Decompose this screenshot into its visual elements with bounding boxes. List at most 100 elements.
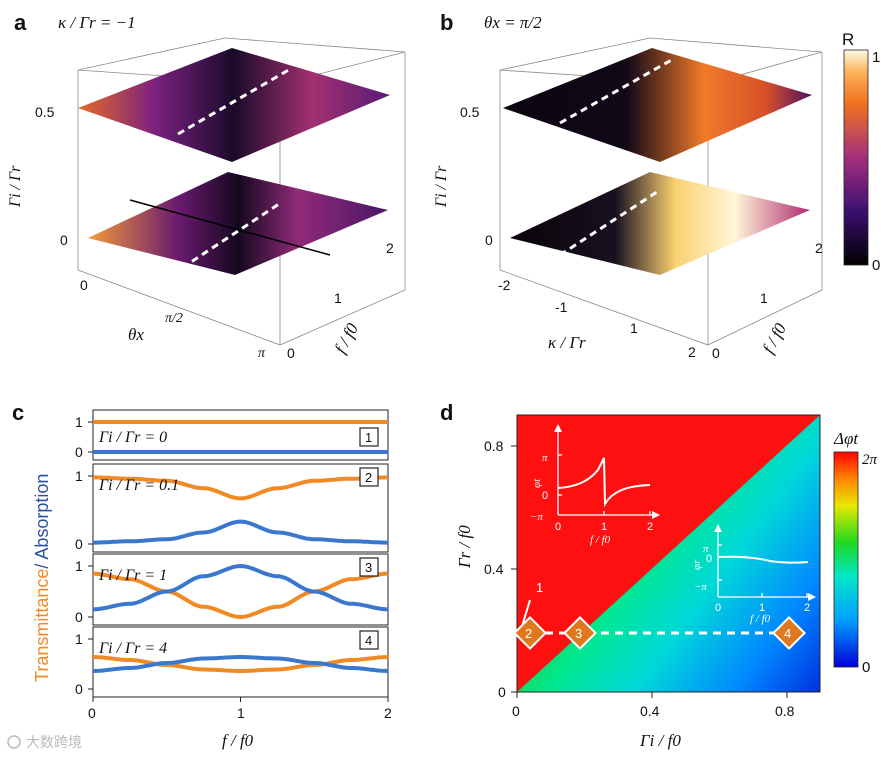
panel-a-title: κ / Γr = −1 — [58, 13, 136, 32]
panel-d-xlabel: Γi / f0 — [639, 731, 681, 750]
panel-b-ytick: 1 — [760, 290, 768, 306]
inset-phi-r-xtick: 2 — [804, 602, 810, 614]
panel-a-zlabel: Γi / Γr — [7, 165, 24, 208]
panel-c-box-number: 4 — [365, 633, 372, 648]
panel-a-xtick: π — [258, 346, 266, 361]
panel-c-xtick: 1 — [237, 705, 245, 721]
panel-c-ytick-label: 0 — [75, 681, 83, 697]
panel-d-letter: d — [440, 400, 453, 425]
panel-c-ytick-label: 1 — [75, 468, 83, 484]
panel-b-xtick: -1 — [555, 299, 568, 315]
panel-c-subplot-frame — [92, 409, 389, 461]
panel-b-zlabel: Γi / Γr — [433, 165, 450, 208]
panel-a-xtick: π/2 — [165, 311, 183, 326]
colorbar-r: R 1 0 — [842, 30, 880, 274]
panel-c-ytick-label: 1 — [75, 414, 83, 430]
panel-c-xtick: 0 — [88, 705, 96, 721]
inset-phi-r-ylabel: φr — [691, 559, 703, 570]
panel-c-ylabel-transmittance: Transmittance — [32, 569, 52, 682]
panel-a-ytick: 1 — [334, 290, 342, 306]
panel-c-box-number: 1 — [365, 430, 372, 445]
panel-d-ytick: 0 — [498, 684, 506, 700]
panel-b-ztick: 0 — [485, 232, 493, 248]
panel-d-xtick: 0.4 — [640, 703, 660, 719]
panel-a-letter: a — [14, 10, 27, 35]
panel-b-letter: b — [440, 10, 453, 35]
inset-phi-t — [554, 424, 660, 519]
colorbar-r-min: 0 — [872, 257, 880, 274]
transmittance-line — [93, 475, 388, 501]
panel-c-ylabel-absorption: / Absorption — [32, 474, 52, 569]
inset-phi-t-ytick: π — [542, 452, 548, 464]
panel-a-xlabel: θx — [128, 325, 144, 344]
marker-2-label: 2 — [525, 626, 532, 641]
panel-c-box — [359, 427, 379, 447]
inset-phi-r-xtick: 1 — [759, 602, 765, 614]
panel-d-ticks — [511, 445, 788, 698]
panel-c-box — [359, 467, 379, 487]
watermark-text: 大数跨境 — [26, 734, 82, 750]
panel-c-ytick-label: 1 — [75, 558, 83, 574]
marker-4-label: 4 — [784, 626, 791, 641]
panel-c-subplot-frame — [92, 553, 389, 626]
inset-phi-t-ytick: −π — [530, 511, 543, 523]
panel-c-subplots: 1 0 Γi / Γr = 0 1 1 0 Γi / Γr = 0.1 2 1 0 Γi / Γr … — [75, 409, 389, 702]
panel-c-subplot-label: Γi / Γr = 1 — [98, 567, 167, 584]
panel-a-resonance-line — [129, 199, 331, 256]
panel-c-ytick-label: 0 — [75, 609, 83, 625]
panel-a-dashed-bottom — [181, 200, 283, 270]
panel-c-box — [359, 630, 379, 650]
inset-phi-r-ytick: π — [703, 543, 709, 555]
inset-phi-r — [714, 524, 816, 601]
colorbar-r-bar — [843, 49, 869, 266]
colorbar-phi-max: 2π — [862, 452, 878, 468]
inset-phi-r-xlabel: f / f0 — [750, 613, 771, 625]
watermark-logo-icon — [7, 735, 21, 749]
panel-c-ytick-label: 0 — [75, 536, 83, 552]
panel-c-letter: c — [12, 400, 24, 425]
marker-2: 2 — [513, 616, 547, 650]
panel-a-dashed-top — [177, 66, 293, 136]
panel-c-ytick-label: 1 — [75, 631, 83, 647]
panel-c-xtick: 2 — [384, 705, 392, 721]
absorption-line — [92, 655, 389, 673]
absorption-line — [93, 519, 388, 545]
inset-phi-t-ylabel: φt — [531, 478, 543, 488]
panel-b-sheet-top — [503, 48, 812, 162]
panel-c-subplot-frame — [92, 463, 389, 553]
panel-c-box — [359, 557, 379, 577]
panel-c: c Transmittance/ Absorption 1 0 Γi / Γr = … — [12, 400, 392, 750]
panel-d-ytick: 0.8 — [484, 438, 504, 454]
panel-a-ytick: 2 — [386, 240, 394, 256]
panel-d-frame — [516, 414, 821, 693]
panel-b: b θx = π/2 0.5 0 Γi / Γr -2 -1 1 2 κ / Γ… — [433, 10, 823, 361]
colorbar-r-title: R — [842, 30, 854, 49]
panel-c-xlabel: f / f0 — [222, 731, 254, 750]
panel-b-xlabel: κ / Γr — [548, 333, 586, 352]
panel-c-ytick-label: 0 — [75, 444, 83, 460]
marker-1-label: 1 — [536, 580, 543, 595]
colorbar-phi: Δφt 2π 0 — [833, 429, 878, 676]
panel-c-box-number: 3 — [365, 560, 372, 575]
panel-a-sheet-top — [78, 48, 390, 162]
colorbar-phi-bar — [833, 451, 859, 668]
absorption-line — [92, 563, 389, 612]
panel-a: a κ / Γr = −1 0.5 0 Γi / Γr 0 π/2 π θx 0… — [7, 10, 406, 361]
panel-c-ylabel: Transmittance/ Absorption — [32, 474, 52, 682]
panel-c-subplot-label: Γi / Γr = 0.1 — [98, 477, 179, 494]
panel-b-xtick: 1 — [630, 320, 638, 336]
panel-b-dashed-top — [559, 56, 676, 125]
panel-a-xtick: 0 — [80, 277, 88, 293]
panel-a-sheet-bottom — [88, 172, 388, 275]
watermark: 大数跨境 — [7, 734, 82, 750]
panel-b-dashed-bottom — [559, 188, 661, 257]
inset-phi-r-ytick: 0 — [706, 553, 712, 565]
panel-b-title: θx = π/2 — [484, 13, 542, 32]
inset-phi-r-ytick: −π — [694, 581, 707, 593]
panel-b-ytick: 0 — [712, 345, 720, 361]
transmittance-line — [92, 571, 389, 620]
panel-d: d 1 2 3 4 π — [440, 400, 821, 750]
inset-phi-t-xtick: 1 — [601, 521, 607, 533]
panel-b-ytick: 2 — [815, 240, 823, 256]
marker-3-label: 3 — [575, 626, 582, 641]
